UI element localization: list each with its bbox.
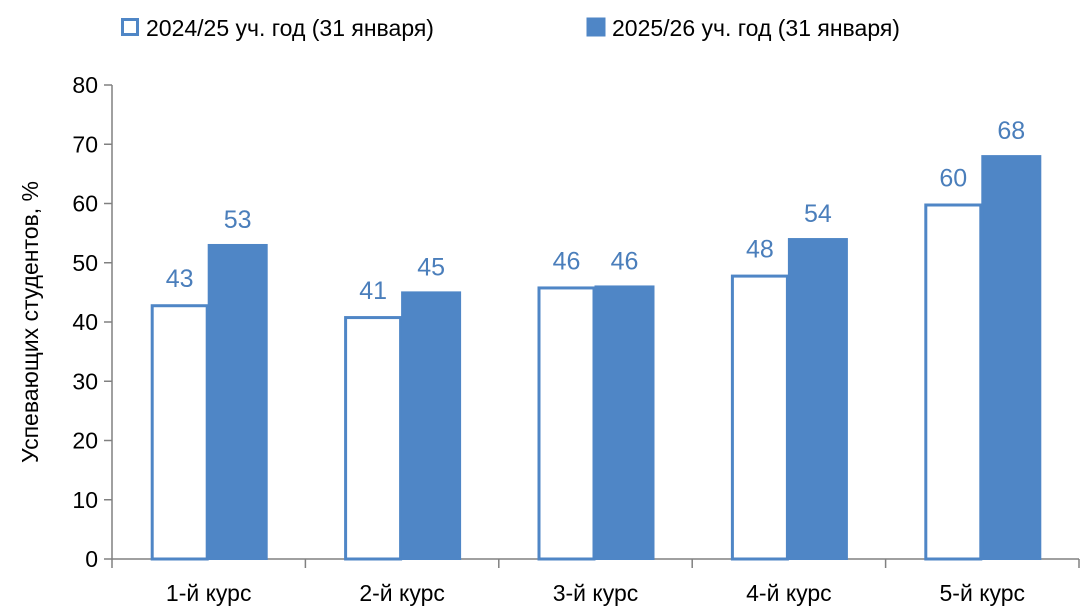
data-label-series-2-4: 54 bbox=[804, 200, 832, 228]
data-label-series-1-1: 43 bbox=[166, 265, 194, 293]
data-label-series-1-5: 60 bbox=[939, 165, 967, 193]
data-label-series-2-3: 46 bbox=[611, 247, 639, 275]
bar-series-2-5 bbox=[981, 155, 1042, 560]
x-category-label: 5-й курс bbox=[940, 580, 1026, 606]
bars bbox=[150, 155, 1042, 561]
y-tick-label: 40 bbox=[72, 309, 98, 335]
data-label-series-1-3: 46 bbox=[553, 247, 581, 275]
legend-label-series-2: 2025/26 уч. год (31 января) bbox=[612, 15, 900, 41]
x-category-label: 2-й курс bbox=[359, 580, 445, 606]
legend-label-series-1: 2024/25 уч. год (31 января) bbox=[146, 15, 434, 41]
legend-swatch-series-2 bbox=[586, 17, 606, 37]
data-label-series-1-2: 41 bbox=[359, 277, 387, 305]
y-axis-title: Успевающих студентов, % bbox=[17, 181, 43, 463]
y-tick-label: 70 bbox=[72, 131, 98, 157]
data-label-series-2-2: 45 bbox=[417, 253, 445, 281]
y-axis: 0 10 20 30 40 50 60 70 80 bbox=[72, 72, 113, 572]
y-tick-label: 10 bbox=[72, 487, 98, 513]
bar-series-1-3 bbox=[537, 286, 596, 561]
y-tick-label: 20 bbox=[72, 428, 98, 454]
x-category-label: 4-й курс bbox=[746, 580, 832, 606]
y-tick-label: 50 bbox=[72, 250, 98, 276]
y-tick-label: 80 bbox=[72, 72, 98, 98]
x-category-label: 3-й курс bbox=[553, 580, 639, 606]
bar-series-2-2 bbox=[401, 291, 462, 560]
y-tick-label: 0 bbox=[85, 546, 98, 572]
bar-series-1-2 bbox=[344, 316, 403, 561]
bar-series-1-1 bbox=[150, 304, 209, 561]
data-label-series-2-5: 68 bbox=[997, 117, 1025, 145]
y-tick-label: 30 bbox=[72, 368, 98, 394]
x-axis: 1-й курс 2-й курс 3-й курс 4-й курс 5-й курс bbox=[111, 558, 1080, 606]
bar-series-2-3 bbox=[594, 285, 655, 560]
y-tick-label: 60 bbox=[72, 191, 98, 217]
bar-series-1-4 bbox=[730, 274, 789, 561]
data-label-series-1-4: 48 bbox=[746, 236, 774, 264]
data-labels: 43 41 46 48 60 53 45 46 54 68 bbox=[166, 117, 1025, 305]
bar-series-2-1 bbox=[207, 243, 268, 560]
legend: 2024/25 уч. год (31 января) 2025/26 уч. г… bbox=[121, 15, 900, 41]
data-label-series-2-1: 53 bbox=[224, 206, 252, 234]
bar-series-1-5 bbox=[924, 203, 983, 561]
x-category-label: 1-й курс bbox=[166, 580, 252, 606]
legend-swatch-series-1 bbox=[121, 18, 139, 36]
bar-series-2-4 bbox=[787, 238, 848, 561]
